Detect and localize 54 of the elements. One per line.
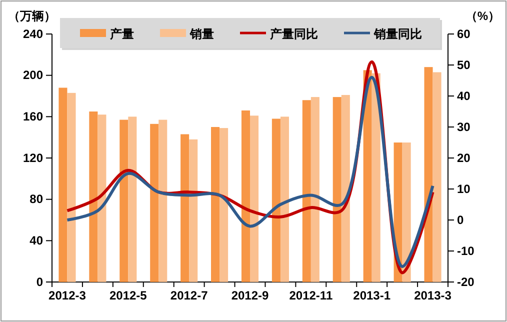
x-tick-label: 2012-9: [231, 288, 270, 302]
bar: [432, 72, 442, 282]
y2-tick-label: 60: [457, 26, 471, 41]
bar: [98, 114, 106, 282]
x-tick-label: 2012-11: [289, 288, 333, 302]
bar: [120, 120, 128, 282]
y2-tick-label: 40: [457, 88, 471, 103]
y2-tick-label: 0: [457, 212, 464, 227]
bar: [220, 128, 228, 282]
bar: [402, 142, 411, 282]
x-tick-label: 2013-1: [353, 288, 391, 302]
y2-axis-title: （%）: [465, 9, 500, 23]
y2-tick-label: 10: [457, 182, 471, 196]
x-tick-label: 2012-5: [109, 288, 148, 302]
bar: [211, 127, 220, 282]
bar: [424, 67, 433, 282]
legend-label: 销量同比: [373, 27, 422, 41]
bar: [250, 116, 259, 282]
bar: [150, 124, 159, 282]
bar: [332, 97, 342, 282]
bar: [58, 88, 68, 282]
bar: [128, 116, 137, 282]
x-tick-label: 2012-7: [170, 288, 208, 302]
x-tick-label: 2013-3: [414, 288, 452, 302]
y-tick-label: 80: [30, 192, 44, 206]
y2-tick-label: 30: [457, 120, 471, 134]
x-tick-label: 2012-3: [48, 288, 86, 302]
bar: [241, 110, 250, 282]
y-axis-title: （万辆）: [8, 9, 56, 23]
bar: [302, 100, 311, 282]
y2-tick-label: 50: [457, 58, 471, 72]
y-tick-label: 0: [36, 274, 44, 289]
y2-tick-label: -20: [457, 274, 475, 289]
legend-label: 销量: [189, 27, 214, 41]
y2-tick-label: 20: [457, 150, 471, 165]
y-tick-label: 40: [30, 234, 44, 248]
bar: [180, 134, 190, 282]
y-tick-label: 120: [22, 150, 44, 165]
bar: [89, 112, 98, 282]
bar: [372, 73, 380, 282]
y-tick-label: 200: [22, 68, 44, 82]
bar: [67, 92, 76, 282]
bar: [158, 120, 168, 282]
bar: [280, 116, 289, 282]
legend-label: 产量: [109, 27, 134, 41]
bar: [272, 118, 280, 282]
bar: [363, 70, 372, 282]
bar: [189, 139, 198, 282]
bar: [341, 94, 350, 282]
y-tick-label: 160: [22, 110, 44, 124]
y-tick-label: 240: [22, 26, 44, 41]
legend-label: 产量同比: [269, 27, 318, 41]
y2-tick-label: -10: [457, 244, 475, 258]
bar: [310, 97, 320, 282]
